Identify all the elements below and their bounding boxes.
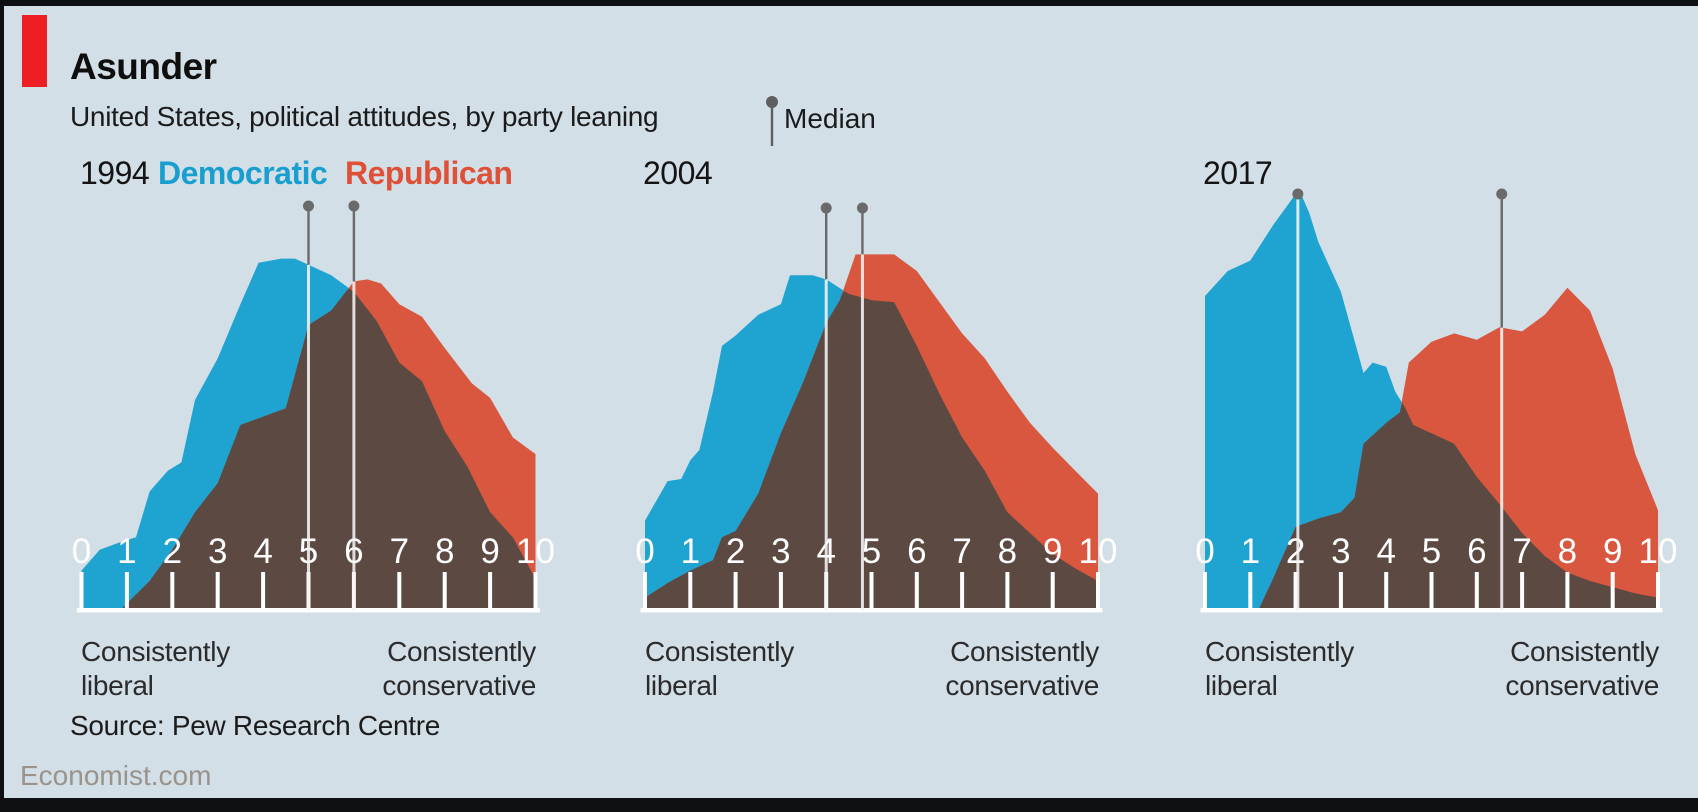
x-tick-label-2017-4: 4: [1376, 532, 1395, 571]
x-tick-2004-7: [960, 572, 965, 612]
x-tick-1994-8: [442, 572, 447, 612]
x-tick-label-2004-8: 8: [998, 532, 1017, 571]
legend-republican: Republican: [345, 155, 513, 191]
panel-year-2004: 2004: [643, 155, 713, 191]
label-consistently-liberal-2017: Consistently liberal: [1205, 636, 1354, 701]
x-tick-1994-1: [124, 572, 129, 612]
x-tick-label-2017-10: 10: [1639, 532, 1678, 571]
x-tick-2017-1: [1248, 572, 1253, 612]
median-legend: Median: [762, 88, 962, 148]
x-tick-1994-2: [170, 572, 175, 612]
label-consistently-conservative-1994: Consistently conservative: [382, 636, 536, 701]
panel-2017: 0 1 2 3 4 5 6 7 8 9 10: [1195, 188, 1678, 613]
x-tick-1994-10: [533, 572, 538, 612]
x-tick-label-2017-6: 6: [1467, 532, 1486, 571]
median-pin-head-democratic-2017: [1292, 188, 1304, 200]
x-tick-1994-4: [261, 572, 266, 612]
x-tick-label-1994-3: 3: [208, 532, 227, 571]
page-title: Asunder: [70, 46, 217, 87]
x-tick-2017-9: [1610, 572, 1615, 612]
median-pin-head-republican-1994: [348, 200, 360, 212]
x-tick-2017-0: [1203, 572, 1207, 612]
label-consistently-conservative-2017: Consistently conservative: [1505, 636, 1659, 701]
area-overlap-2017: [1205, 402, 1658, 608]
panel-year-1994: 1994: [80, 155, 150, 191]
x-tick-label-2017-1: 1: [1241, 532, 1260, 571]
x-tick-2004-9: [1050, 572, 1055, 612]
x-tick-2004-5: [869, 572, 874, 612]
x-tick-label-2004-10: 10: [1079, 532, 1118, 571]
x-tick-2017-10: [1656, 572, 1660, 612]
x-tick-label-2017-3: 3: [1331, 532, 1350, 571]
x-tick-2017-6: [1474, 572, 1479, 612]
area-democratic-2017: [1205, 192, 1658, 608]
top-border: [0, 0, 1698, 6]
x-tick-label-1994-7: 7: [390, 532, 409, 571]
x-tick-2004-3: [778, 572, 783, 612]
x-tick-label-1994-0: 0: [72, 532, 91, 571]
x-tick-label-1994-2: 2: [163, 532, 182, 571]
x-tick-label-2017-0: 0: [1195, 532, 1214, 571]
chart-subtitle: United States, political attitudes, by p…: [70, 101, 659, 132]
median-pin-head-republican-2017: [1496, 188, 1508, 200]
x-tick-2017-8: [1565, 572, 1570, 612]
label-consistently-conservative-2004: Consistently conservative: [945, 636, 1099, 701]
x-tick-label-2004-5: 5: [862, 532, 881, 571]
x-tick-label-2004-0: 0: [635, 532, 654, 571]
label-consistently-liberal-1994: Consistently liberal: [81, 636, 230, 701]
x-tick-label-1994-10: 10: [516, 532, 555, 571]
x-tick-label-1994-8: 8: [435, 532, 454, 571]
source-note: Source: Pew Research Centre: [70, 710, 441, 741]
x-tick-1994-9: [488, 572, 493, 612]
x-tick-label-2017-2: 2: [1286, 532, 1305, 571]
x-tick-label-2017-9: 9: [1603, 532, 1622, 571]
x-tick-label-2004-7: 7: [952, 532, 971, 571]
x-tick-label-2004-6: 6: [907, 532, 926, 571]
area-overlap-2004: [645, 291, 1098, 608]
median-legend-label: Median: [784, 103, 876, 134]
x-tick-label-1994-4: 4: [253, 532, 272, 571]
median-pin-head-democratic-1994: [303, 200, 314, 212]
x-tick-2004-1: [688, 572, 693, 612]
x-tick-label-2004-1: 1: [681, 532, 700, 571]
x-tick-2004-10: [1096, 572, 1100, 612]
x-tick-2004-8: [1005, 572, 1010, 612]
bottom-border: [0, 798, 1698, 812]
left-border: [0, 0, 4, 812]
x-tick-2017-3: [1338, 572, 1343, 612]
x-tick-1994-3: [215, 572, 220, 612]
x-tick-label-2004-9: 9: [1043, 532, 1062, 571]
x-tick-2017-4: [1384, 572, 1389, 612]
x-tick-2004-0: [643, 572, 647, 612]
x-tick-label-2004-2: 2: [726, 532, 745, 571]
x-tick-label-2004-3: 3: [771, 532, 790, 571]
x-tick-2017-5: [1429, 572, 1434, 612]
x-tick-2004-2: [733, 572, 738, 612]
x-tick-2017-2: [1293, 572, 1298, 612]
x-tick-1994-0: [79, 572, 84, 612]
x-tick-label-2017-7: 7: [1512, 532, 1531, 571]
x-tick-label-2017-8: 8: [1558, 532, 1577, 571]
median-pin-head-republican-2004: [856, 202, 868, 214]
median-pin-head-democratic-2004: [820, 202, 832, 214]
x-tick-label-1994-1: 1: [117, 532, 136, 571]
x-tick-2017-7: [1520, 572, 1525, 612]
economist-brand: Economist.com: [20, 760, 212, 791]
x-tick-label-1994-9: 9: [480, 532, 499, 571]
legend-democratic: Democratic: [158, 155, 328, 191]
median-pin-icon: [766, 96, 778, 146]
label-consistently-liberal-2004: Consistently liberal: [645, 636, 794, 701]
x-tick-2004-6: [914, 572, 919, 612]
economist-red-logo-icon: [22, 15, 47, 87]
x-tick-1994-7: [397, 572, 402, 612]
panel-year-2017: 2017: [1203, 155, 1273, 191]
x-tick-label-2017-5: 5: [1422, 532, 1441, 571]
